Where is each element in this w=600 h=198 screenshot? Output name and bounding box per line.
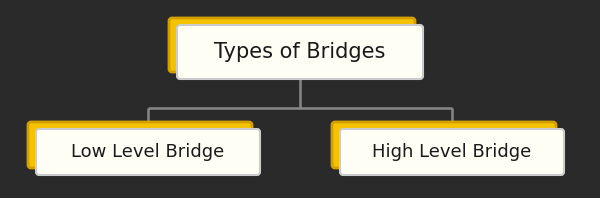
FancyBboxPatch shape — [169, 18, 415, 72]
FancyBboxPatch shape — [36, 129, 260, 175]
Text: Types of Bridges: Types of Bridges — [214, 42, 386, 62]
Text: High Level Bridge: High Level Bridge — [373, 143, 532, 161]
Text: Low Level Bridge: Low Level Bridge — [71, 143, 224, 161]
FancyBboxPatch shape — [28, 122, 252, 168]
FancyBboxPatch shape — [340, 129, 564, 175]
FancyBboxPatch shape — [332, 122, 556, 168]
FancyBboxPatch shape — [177, 25, 423, 79]
